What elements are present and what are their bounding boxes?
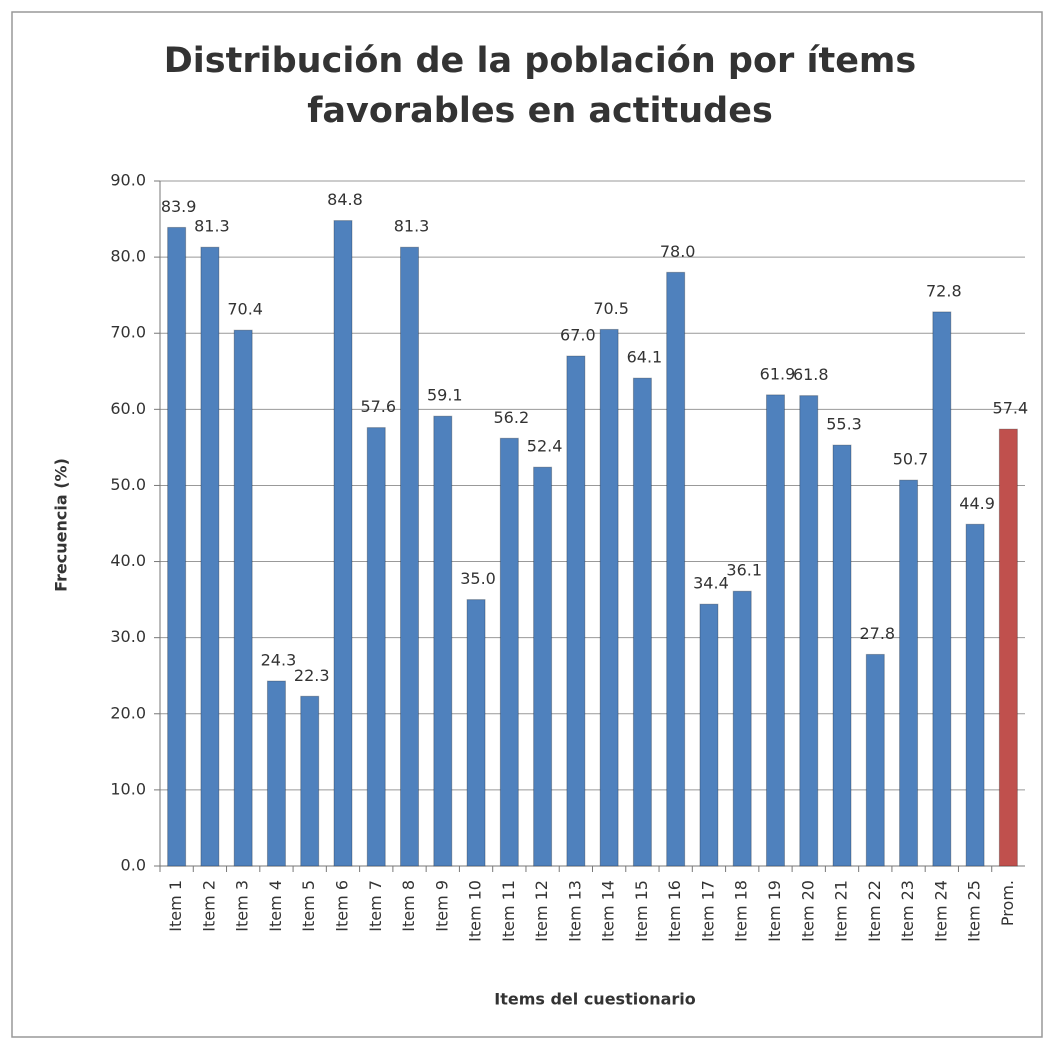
bar (300, 695, 320, 867)
y-tick-label: 70.0 (110, 323, 146, 342)
bar (666, 271, 686, 867)
data-label: 50.7 (893, 450, 929, 469)
data-label: 70.5 (593, 299, 629, 318)
data-label: 57.6 (360, 397, 396, 416)
bar (965, 523, 985, 867)
y-tick-label: 0.0 (121, 856, 146, 875)
bar (167, 226, 187, 867)
y-tick-label: 80.0 (110, 247, 146, 266)
data-label: 24.3 (261, 651, 297, 670)
data-label: 81.3 (394, 217, 430, 236)
chart-title: favorables en actitudes (307, 91, 773, 131)
bar (200, 246, 220, 867)
bar (732, 590, 752, 867)
bar (366, 427, 386, 867)
x-tick-label: Item 2 (199, 880, 218, 932)
x-tick-label: Item 14 (599, 880, 618, 942)
data-label: 83.9 (161, 197, 197, 216)
x-axis-label: Items del cuestionario (494, 990, 696, 1009)
x-tick-label: Item 16 (665, 880, 684, 942)
x-tick-label: Item 24 (931, 880, 950, 942)
bar (865, 653, 885, 867)
x-tick-label: Item 11 (499, 880, 518, 942)
x-tick-label: Item 19 (765, 880, 784, 942)
x-tick-label: Item 25 (965, 880, 984, 942)
x-tick-label: Item 21 (832, 880, 851, 942)
data-label: 52.4 (527, 437, 563, 456)
bar (333, 220, 353, 867)
data-label: 22.3 (294, 666, 330, 685)
x-tick-label: Item 4 (266, 880, 285, 932)
y-tick-label: 30.0 (110, 627, 146, 646)
data-label: 34.4 (693, 574, 729, 593)
bar (566, 355, 586, 867)
y-tick-label: 90.0 (110, 171, 146, 190)
y-tick-label: 20.0 (110, 703, 146, 722)
data-label: 55.3 (826, 415, 862, 434)
bar (499, 437, 519, 867)
data-label: 59.1 (427, 386, 463, 405)
x-tick-label: Item 8 (399, 880, 418, 932)
x-tick-label: Item 17 (698, 880, 717, 942)
x-tick-label: Item 22 (865, 880, 884, 942)
data-label: 78.0 (660, 242, 696, 261)
x-tick-label: Item 1 (166, 880, 185, 932)
bar (932, 311, 952, 867)
data-label: 67.0 (560, 326, 596, 345)
x-tick-label: Item 7 (366, 880, 385, 932)
x-tick-label: Item 15 (632, 880, 651, 942)
bar (400, 246, 420, 867)
data-label: 35.0 (460, 569, 496, 588)
y-tick-label: 10.0 (110, 779, 146, 798)
bar (233, 329, 253, 867)
x-tick-label: Prom. (998, 880, 1017, 926)
x-tick-label: Item 3 (233, 880, 252, 932)
bar (799, 395, 819, 867)
data-label: 84.8 (327, 190, 363, 209)
data-label: 56.2 (494, 408, 530, 427)
bar (699, 603, 719, 867)
x-tick-label: Item 18 (732, 880, 751, 942)
y-tick-label: 60.0 (110, 399, 146, 418)
bar (599, 328, 619, 867)
bar (899, 479, 919, 867)
chart-title: Distribución de la población por ítems (164, 41, 916, 81)
x-tick-label: Item 23 (898, 880, 917, 942)
bar (765, 394, 785, 867)
bar (433, 415, 453, 867)
y-tick-label: 40.0 (110, 551, 146, 570)
y-tick-label: 50.0 (110, 475, 146, 494)
x-tick-label: Item 6 (332, 880, 351, 932)
data-label: 61.8 (793, 365, 829, 384)
data-label: 64.1 (627, 348, 663, 367)
bar (533, 466, 553, 867)
bar (266, 680, 286, 867)
data-label: 44.9 (959, 494, 995, 513)
y-axis-label: Frecuencia (%) (52, 458, 71, 592)
data-label: 81.3 (194, 217, 230, 236)
x-tick-label: Item 12 (532, 880, 551, 942)
data-label: 61.9 (760, 364, 796, 383)
data-label: 57.4 (993, 399, 1029, 418)
data-label: 27.8 (859, 624, 895, 643)
x-tick-label: Item 20 (798, 880, 817, 942)
x-tick-label: Item 9 (432, 880, 451, 932)
bar (832, 444, 852, 867)
data-label: 70.4 (227, 300, 263, 319)
x-tick-label: Item 13 (565, 880, 584, 942)
x-tick-label: Item 10 (466, 880, 485, 942)
data-label: 72.8 (926, 281, 962, 300)
bar (466, 599, 486, 867)
data-label: 36.1 (726, 561, 762, 580)
bar (632, 377, 652, 867)
bar (998, 428, 1018, 867)
x-tick-label: Item 5 (299, 880, 318, 932)
